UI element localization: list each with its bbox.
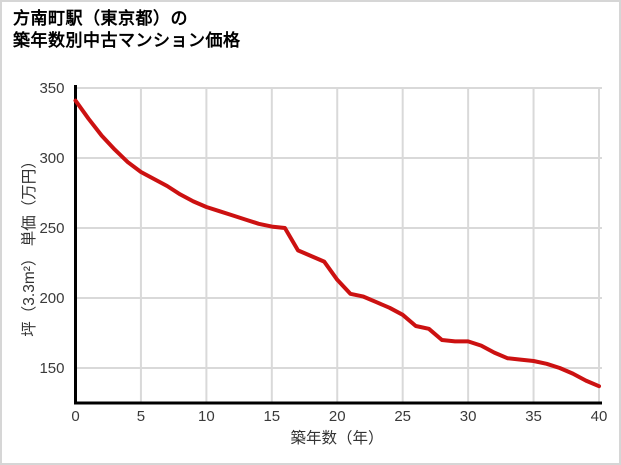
x-tick-label: 0 [71,408,79,425]
x-axis-label: 築年数（年） [290,430,384,447]
x-tick-label: 25 [394,408,411,425]
y-tick-label: 200 [39,290,64,307]
x-tick-label: 5 [137,408,145,425]
y-axis-label: 坪（3.3m²） 単価（万円） [21,153,38,337]
y-tick-label: 150 [39,360,64,377]
y-tick-label: 300 [39,150,64,167]
chart-title-line1: 方南町駅（東京都）の [13,9,188,28]
price-line [73,98,601,389]
x-tick-label: 35 [525,408,542,425]
x-tick-label: 40 [591,408,608,425]
chart-title-line2: 築年数別中古マンション価格 [13,31,241,50]
x-tick-label: 10 [198,408,215,425]
x-tick-label: 30 [460,408,477,425]
y-tick-label: 350 [39,80,64,97]
y-tick-label: 250 [39,220,64,237]
x-tick-label: 20 [329,408,346,425]
x-tick-label: 15 [263,408,280,425]
chart-title: 方南町駅（東京都）の 築年数別中古マンション価格 [13,8,241,52]
